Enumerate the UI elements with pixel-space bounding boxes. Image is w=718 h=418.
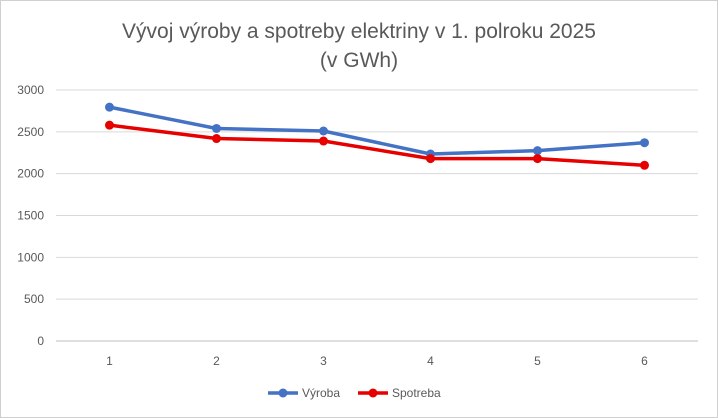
- data-point: [319, 126, 328, 136]
- x-tick-label: 5: [534, 354, 541, 368]
- x-tick-label: 2: [213, 354, 220, 368]
- data-point: [640, 160, 649, 170]
- y-tick-label: 2500: [17, 125, 44, 139]
- x-tick-label: 1: [106, 354, 113, 368]
- legend: Výroba Spotreba: [268, 386, 441, 400]
- data-point: [319, 136, 328, 146]
- data-point: [105, 120, 114, 130]
- y-tick-label: 2000: [17, 167, 44, 181]
- x-tick-label: 4: [427, 354, 434, 368]
- series-spotreba: [105, 120, 649, 170]
- series-výroba: [105, 102, 649, 159]
- data-point: [533, 154, 542, 164]
- data-point: [212, 134, 221, 144]
- y-tick-label: 1500: [17, 209, 44, 223]
- data-point: [105, 102, 114, 112]
- y-tick-label: 500: [24, 292, 44, 306]
- series-group: [105, 102, 649, 170]
- legend-swatch-marker: [368, 388, 378, 398]
- x-tick-label: 6: [641, 354, 648, 368]
- data-point: [426, 154, 435, 164]
- legend-label: Spotreba: [392, 386, 441, 400]
- y-axis-ticks: 0 500 1000 1500 2000 2500 3000: [17, 83, 44, 348]
- y-tick-label: 3000: [17, 83, 44, 97]
- legend-swatch-marker: [278, 388, 288, 398]
- series-line: [107, 123, 647, 168]
- data-point: [533, 146, 542, 156]
- x-axis-ticks: 1 2 3 4 5 6: [106, 354, 648, 368]
- x-tick-label: 3: [320, 354, 327, 368]
- data-point: [212, 123, 221, 133]
- y-tick-label: 1000: [17, 250, 44, 264]
- y-tick-label: 0: [37, 334, 44, 348]
- gridlines: [56, 89, 698, 342]
- data-point: [640, 138, 649, 148]
- chart-title-line-1: Vývoj výroby a spotreby elektriny v 1. p…: [122, 20, 596, 43]
- legend-item: Spotreba: [358, 386, 441, 400]
- legend-label: Výroba: [302, 386, 340, 400]
- legend-item: Výroba: [268, 386, 340, 400]
- series-line: [107, 105, 647, 156]
- chart-title-line-2: (v GWh): [320, 49, 398, 72]
